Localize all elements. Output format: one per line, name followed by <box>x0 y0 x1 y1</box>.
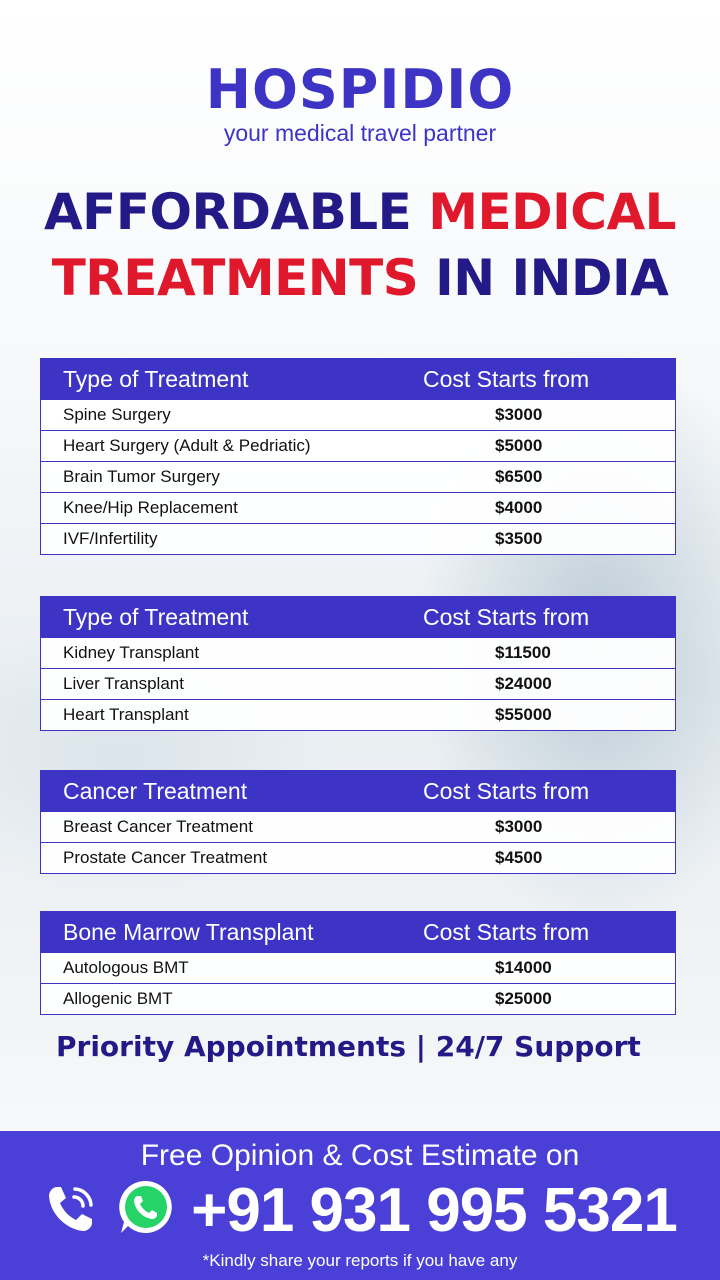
phone-icon[interactable] <box>43 1179 101 1241</box>
whatsapp-icon[interactable] <box>115 1177 177 1243</box>
treatment-cost: $4500 <box>495 848 543 867</box>
transplant-cost-table: Type of Treatment Cost Starts from Kidne… <box>40 596 676 731</box>
table-row: Spine Surgery $3000 <box>41 399 675 430</box>
table-row: Heart Transplant $55000 <box>41 699 675 730</box>
treatment-name: Allogenic BMT <box>63 989 173 1008</box>
treatment-name: Knee/Hip Replacement <box>63 498 238 517</box>
treatment-name: Spine Surgery <box>63 405 171 424</box>
table-row: IVF/Infertility $3500 <box>41 523 675 554</box>
treatment-cost: $25000 <box>495 989 552 1008</box>
headline-medical: MEDICAL <box>428 183 677 241</box>
treatment-name: Autologous BMT <box>63 958 189 977</box>
treatment-cost: $3000 <box>495 817 543 836</box>
treatment-name: IVF/Infertility <box>63 529 158 548</box>
cancer-cost-table: Cancer Treatment Cost Starts from Breast… <box>40 770 676 874</box>
header-cost: Cost Starts from <box>423 918 590 945</box>
table-row: Prostate Cancer Treatment $4500 <box>41 842 675 873</box>
table-row: Heart Surgery (Adult & Pedriatic) $5000 <box>41 430 675 461</box>
header-cost: Cost Starts from <box>423 777 590 804</box>
treatment-cost: $3500 <box>495 529 543 548</box>
headline-line-1: AFFORDABLE MEDICAL <box>0 180 720 244</box>
bmt-cost-table: Bone Marrow Transplant Cost Starts from … <box>40 911 676 1015</box>
headline-line-2: TREATMENTS IN INDIA <box>0 246 720 310</box>
treatment-cost: $4000 <box>495 498 543 517</box>
brand-header: HOSPIDIO your medical travel partner <box>0 60 720 147</box>
table-row: Autologous BMT $14000 <box>41 952 675 983</box>
table-header: Type of Treatment Cost Starts from <box>41 597 675 637</box>
table-row: Kidney Transplant $11500 <box>41 637 675 668</box>
header-treatment: Cancer Treatment <box>63 777 248 804</box>
phone-line[interactable]: +91 931 995 5321 <box>0 1175 720 1245</box>
table-row: Knee/Hip Replacement $4000 <box>41 492 675 523</box>
headline-in-india: IN INDIA <box>418 249 669 307</box>
table-header: Type of Treatment Cost Starts from <box>41 359 675 399</box>
header-cost: Cost Starts from <box>423 603 590 630</box>
contact-footer: Free Opinion & Cost Estimate on +91 931 … <box>0 1131 720 1280</box>
header-treatment: Bone Marrow Transplant <box>63 918 314 945</box>
phone-number[interactable]: +91 931 995 5321 <box>191 1175 678 1245</box>
headline-affordable: AFFORDABLE <box>43 183 429 241</box>
brand-tagline: your medical travel partner <box>223 120 497 146</box>
table-row: Breast Cancer Treatment $3000 <box>41 811 675 842</box>
brand-logo: HOSPIDIO <box>205 58 515 121</box>
table-header: Bone Marrow Transplant Cost Starts from <box>41 912 675 952</box>
header-cost: Cost Starts from <box>423 365 590 392</box>
treatment-cost: $5000 <box>495 436 543 455</box>
treatment-name: Kidney Transplant <box>63 643 200 662</box>
treatment-cost-table-1: Type of Treatment Cost Starts from Spine… <box>40 358 676 555</box>
footer-note: *Kindly share your reports if you have a… <box>202 1251 518 1270</box>
table-header: Cancer Treatment Cost Starts from <box>41 771 675 811</box>
footer-cta: Free Opinion & Cost Estimate on <box>140 1139 580 1172</box>
table-row: Liver Transplant $24000 <box>41 668 675 699</box>
header-treatment: Type of Treatment <box>63 603 249 630</box>
treatment-name: Heart Surgery (Adult & Pedriatic) <box>63 436 311 455</box>
table-row: Allogenic BMT $25000 <box>41 983 675 1014</box>
headline-treatments: TREATMENTS <box>51 249 419 307</box>
treatment-cost: $55000 <box>495 705 552 724</box>
treatment-cost: $11500 <box>495 643 551 662</box>
table-row: Brain Tumor Surgery $6500 <box>41 461 675 492</box>
treatment-cost: $14000 <box>495 958 552 977</box>
treatment-name: Prostate Cancer Treatment <box>63 848 268 867</box>
treatment-cost: $6500 <box>495 467 543 486</box>
treatment-name: Brain Tumor Surgery <box>63 467 220 486</box>
header-treatment: Type of Treatment <box>63 365 249 392</box>
treatment-name: Liver Transplant <box>63 674 184 693</box>
treatment-cost: $24000 <box>495 674 552 693</box>
treatment-name: Breast Cancer Treatment <box>63 817 253 836</box>
treatment-cost: $3000 <box>495 405 543 424</box>
priority-support-text: Priority Appointments | 24/7 Support <box>56 1030 641 1063</box>
treatment-name: Heart Transplant <box>63 705 189 724</box>
